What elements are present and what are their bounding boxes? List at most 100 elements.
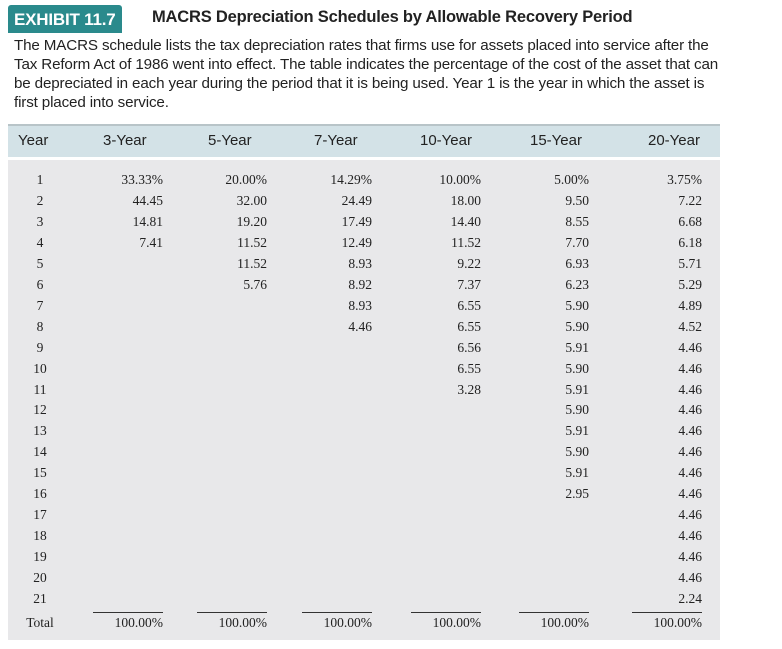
rate-cell: 8.55 <box>565 213 589 229</box>
rate-cell: 14.29% <box>330 172 372 187</box>
rate-cell: 11.52 <box>237 234 267 250</box>
rate-cell: 5.91 <box>565 465 589 481</box>
year-cell: 9 <box>36 339 44 355</box>
table-row: 9 6.56 5.91 4.46 <box>8 340 720 360</box>
rate-cell: 11.52 <box>451 234 481 250</box>
rate-cell: 24.49 <box>341 192 372 208</box>
rate-cell: 7.37 <box>457 276 481 292</box>
table-row: 4 7.41 11.52 12.49 11.52 7.70 6.18 <box>8 235 720 255</box>
exhibit-title: MACRS Depreciation Schedules by Allowabl… <box>152 8 633 26</box>
table-body: 1 33.33% 20.00% 14.29% 10.00% 5.00% 3.75% 2 44.4… <box>8 160 720 640</box>
column-header: Year <box>18 132 49 149</box>
year-cell: 10 <box>33 360 47 376</box>
rate-cell: 4.46 <box>678 360 702 376</box>
exhibit-description: The MACRS schedule lists the tax depreci… <box>14 37 719 111</box>
rate-cell: 6.68 <box>678 213 702 229</box>
year-cell: 3 <box>36 213 44 229</box>
rate-cell: 32.00 <box>236 192 267 208</box>
rate-cell: 18.00 <box>450 192 481 208</box>
rate-cell: 5.91 <box>565 423 589 439</box>
table-row: 19 4.46 <box>8 549 720 569</box>
rate-cell: 5.71 <box>678 255 702 271</box>
total-row: Total 100.00% 100.00% 100.00% 100.00% 100.00%… <box>8 611 720 635</box>
year-cell: 19 <box>33 549 47 565</box>
rate-cell: 4.46 <box>678 402 702 418</box>
column-header: 5-Year <box>208 132 252 149</box>
rate-cell: 5.90 <box>565 297 589 313</box>
rate-cell: 14.81 <box>132 213 163 229</box>
rate-cell: 4.46 <box>678 339 702 355</box>
year-cell: 7 <box>36 297 44 313</box>
column-header: 3-Year <box>103 132 147 149</box>
rate-cell: 6.55 <box>457 318 481 334</box>
year-cell: 5 <box>36 255 44 271</box>
table-row: 1 33.33% 20.00% 14.29% 10.00% 5.00% 3.75% <box>8 172 720 192</box>
table-row: 14 5.90 4.46 <box>8 444 720 464</box>
table-row: 15 5.91 4.46 <box>8 465 720 485</box>
rate-cell: 100.00% <box>411 611 481 631</box>
rate-cell: 100.00% <box>197 611 267 631</box>
rate-cell: 14.40 <box>450 213 481 229</box>
rate-cell: 9.50 <box>565 192 589 208</box>
rate-cell: 100.00% <box>519 611 589 631</box>
rate-cell: 4.46 <box>678 486 702 502</box>
rate-cell: 44.45 <box>132 192 163 208</box>
rate-cell: 4.46 <box>678 570 702 586</box>
rate-cell: 2.24 <box>678 591 702 606</box>
rate-cell: 6.23 <box>565 276 589 292</box>
rate-cell: 5.00% <box>554 172 589 187</box>
rate-cell: 5.76 <box>243 276 267 292</box>
year-cell: Total <box>26 614 54 630</box>
rate-cell: 5.91 <box>565 339 589 355</box>
rate-cell: 4.46 <box>678 465 702 481</box>
rate-cell: 7.70 <box>565 234 589 250</box>
rate-cell: 4.46 <box>678 381 702 397</box>
rate-cell: 7.22 <box>678 192 702 208</box>
year-cell: 8 <box>36 318 44 334</box>
year-cell: 15 <box>33 465 47 481</box>
rate-cell: 2.95 <box>565 486 589 502</box>
year-cell: 11 <box>33 381 47 397</box>
rate-cell: 4.46 <box>678 423 702 439</box>
rate-cell: 5.90 <box>565 318 589 334</box>
table-row: 18 4.46 <box>8 528 720 548</box>
rate-cell: 5.91 <box>565 381 589 397</box>
table-row: 13 5.91 4.46 <box>8 423 720 443</box>
column-header: 20-Year <box>648 132 700 149</box>
rate-cell: 8.92 <box>348 276 372 292</box>
rate-cell: 19.20 <box>236 213 267 229</box>
rate-cell: 20.00% <box>225 172 267 187</box>
rate-cell: 6.56 <box>457 339 481 355</box>
year-cell: 13 <box>33 423 47 439</box>
rate-cell: 6.55 <box>457 360 481 376</box>
rate-cell: 5.90 <box>565 360 589 376</box>
rate-cell: 4.52 <box>678 318 702 334</box>
table-row: 5 11.52 8.93 9.22 6.93 5.71 <box>8 256 720 276</box>
rate-cell: 11.52 <box>237 255 267 271</box>
year-cell: 18 <box>33 528 47 544</box>
column-header: 10-Year <box>420 132 472 149</box>
rate-cell: 4.46 <box>678 444 702 460</box>
rate-cell: 4.46 <box>678 549 702 565</box>
rate-cell: 8.93 <box>348 255 372 271</box>
table-row: 10 6.55 5.90 4.46 <box>8 361 720 381</box>
table-row: 7 8.93 6.55 5.90 4.89 <box>8 298 720 318</box>
table-row: 3 14.81 19.20 17.49 14.40 8.55 6.68 <box>8 214 720 234</box>
rate-cell: 100.00% <box>632 611 702 631</box>
rate-cell: 12.49 <box>341 234 372 250</box>
year-cell: 14 <box>33 444 47 460</box>
table-row: 2 44.45 32.00 24.49 18.00 9.50 7.22 <box>8 193 720 213</box>
year-cell: 16 <box>33 486 47 502</box>
rate-cell: 7.41 <box>139 234 163 250</box>
rate-cell: 4.46 <box>678 507 702 523</box>
year-cell: 21 <box>33 591 47 606</box>
year-cell: 1 <box>36 172 44 187</box>
table-row: 12 5.90 4.46 <box>8 402 720 422</box>
rate-cell: 6.55 <box>457 297 481 313</box>
year-cell: 6 <box>36 276 44 292</box>
year-cell: 4 <box>36 234 44 250</box>
table-row: 16 2.95 4.46 <box>8 486 720 506</box>
rate-cell: 4.46 <box>348 318 372 334</box>
table-row: 21 2.24 <box>8 591 720 611</box>
rate-cell: 3.75% <box>667 172 702 187</box>
